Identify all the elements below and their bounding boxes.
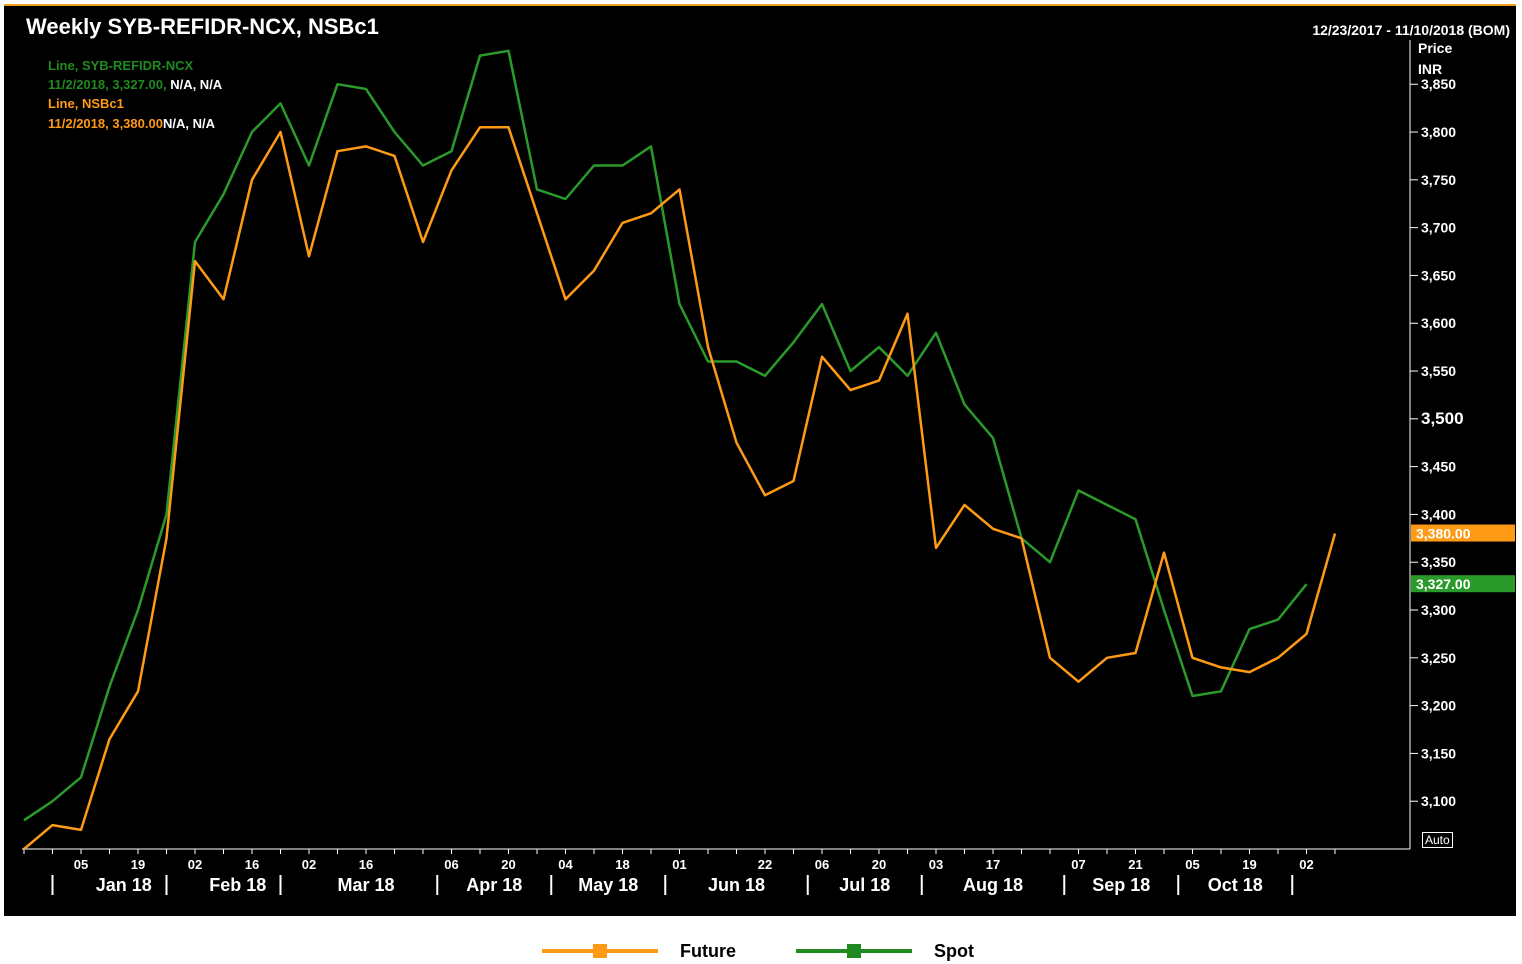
future-line-last-value-label: 3,380.00: [1416, 526, 1471, 542]
spot-line-last-value-label: 3,327.00: [1416, 576, 1471, 592]
x-day-label: 05: [74, 857, 88, 872]
x-month-label: Feb 18: [209, 875, 266, 895]
legend-spot-label: Spot: [934, 940, 974, 961]
legend-future-label: Future: [680, 940, 736, 961]
x-day-label: 06: [444, 857, 458, 872]
x-month-label: Oct 18: [1208, 875, 1263, 895]
x-month-label: May 18: [578, 875, 638, 895]
date-range: 12/23/2017 - 11/10/2018 (BOM): [1312, 22, 1510, 38]
legend-spot-swatch: [796, 944, 912, 958]
x-day-label: 16: [359, 857, 373, 872]
y-tick-label: 3,400: [1421, 506, 1456, 522]
x-day-label: 16: [245, 857, 259, 872]
x-day-label: 02: [1299, 857, 1313, 872]
y-tick-label: 3,350: [1421, 554, 1456, 570]
spot-info-line2: 11/2/2018, 3,327.00, N/A, N/A: [48, 77, 222, 92]
y-tick-label: 3,650: [1421, 267, 1456, 283]
spot-line-last-value-box: [1411, 575, 1515, 593]
x-day-label: 20: [872, 857, 886, 872]
chart-canvas: 3,100 3,150 3,200 3,250 3,300 3,350 3,400 3,450…: [22, 40, 1515, 895]
y-tick-label: 3,750: [1421, 172, 1456, 188]
x-month-label: Apr 18: [466, 875, 522, 895]
x-month-label: Jan 18: [96, 875, 152, 895]
y-tick-label: 3,700: [1421, 220, 1456, 236]
x-day-label: 22: [758, 857, 772, 872]
future-line-last-value-box: [1411, 524, 1515, 542]
spot-info-line1: Line, SYB-REFIDR-NCX: [48, 58, 194, 73]
x-day-label: 02: [188, 857, 202, 872]
x-day-label: 21: [1128, 857, 1142, 872]
future-info-line2: 11/2/2018, 3,380.00N/A, N/A: [48, 116, 215, 131]
future-line: [23, 126, 1337, 850]
future-info-line1: Line, NSBc1: [48, 96, 124, 111]
chart-panel: 3,100 3,150 3,200 3,250 3,300 3,350 3,400 3,450…: [4, 4, 1516, 916]
y-tick-label: 3,250: [1421, 650, 1456, 666]
x-day-label: 20: [501, 857, 515, 872]
spot-info-value: 11/2/2018, 3,327.00,: [48, 77, 167, 92]
chart-title: Weekly SYB-REFIDR-NCX, NSBc1: [26, 14, 379, 39]
x-month-label: Mar 18: [337, 875, 394, 895]
x-day-label: 03: [929, 857, 943, 872]
x-month-label: Jun 18: [708, 875, 765, 895]
spot-info-na: N/A, N/A: [170, 77, 223, 92]
x-day-label: 02: [302, 857, 316, 872]
axis-unit-price: Price: [1418, 40, 1453, 56]
axis-unit-inr: INR: [1418, 61, 1443, 77]
future-info-na: N/A, N/A: [162, 116, 215, 131]
x-month-label: Jul 18: [839, 875, 890, 895]
y-tick-label: 3,200: [1421, 698, 1456, 714]
x-day-label: 19: [131, 857, 145, 872]
x-day-label: 05: [1185, 857, 1199, 872]
x-day-label: 17: [986, 857, 1000, 872]
x-day-label: 07: [1071, 857, 1085, 872]
x-day-label: 18: [615, 857, 629, 872]
auto-scale-button[interactable]: Auto: [1422, 832, 1453, 848]
y-tick-label: 3,550: [1421, 363, 1456, 379]
future-info-value: 11/2/2018, 3,380.00: [48, 116, 163, 131]
x-month-label: Aug 18: [963, 875, 1023, 895]
legend-spot: Spot: [794, 938, 974, 964]
legend-future-swatch: [542, 944, 658, 958]
y-tick-label: 3,500: [1421, 409, 1464, 428]
y-tick-label: 3,600: [1421, 315, 1456, 331]
y-tick-label: 3,150: [1421, 745, 1456, 761]
spot-line: [23, 49, 1308, 822]
x-day-label: 04: [558, 857, 573, 872]
y-tick-label: 3,450: [1421, 459, 1456, 475]
x-day-label: 06: [815, 857, 829, 872]
y-tick-label: 3,800: [1421, 124, 1456, 140]
x-day-label: 19: [1242, 857, 1256, 872]
y-tick-label: 3,100: [1421, 793, 1456, 809]
x-day-label: 01: [672, 857, 686, 872]
y-tick-label: 3,300: [1421, 602, 1456, 618]
legend-future: Future: [540, 938, 736, 964]
y-tick-label: 3,850: [1421, 76, 1456, 92]
x-month-label: Sep 18: [1092, 875, 1150, 895]
